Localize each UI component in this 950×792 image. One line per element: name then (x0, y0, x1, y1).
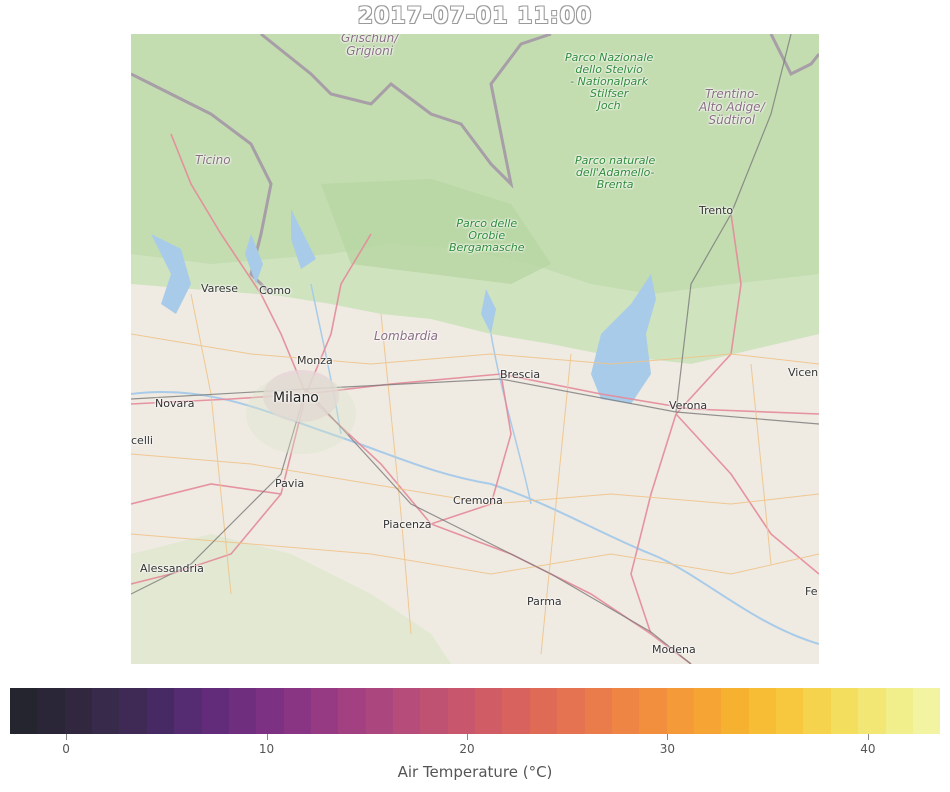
colorbar-tick (266, 734, 268, 740)
colorbar-segment (529, 688, 558, 734)
city-label-milano: Milano (273, 390, 319, 406)
colorbar-tick-label: 40 (860, 742, 876, 756)
city-label-cremona: Cremona (453, 494, 503, 507)
colorbar-tick-label: 0 (62, 742, 70, 756)
city-label-brescia: Brescia (500, 368, 541, 381)
colorbar-tick-label: 30 (659, 742, 676, 756)
colorbar-label: Air Temperature (°C) (397, 763, 553, 781)
city-label-modena: Modena (652, 643, 696, 656)
city-label-ferrara: Fe (805, 585, 818, 598)
city-label-como: Como (259, 284, 291, 297)
colorbar-segment (174, 688, 202, 734)
colorbar-tick (867, 734, 869, 740)
city-label-piacenza: Piacenza (383, 518, 432, 531)
colorbar-segment (557, 688, 585, 734)
colorbar-segment (748, 688, 777, 734)
city-label-varese: Varese (201, 282, 238, 295)
colorbar-segment (146, 688, 175, 734)
region-label-trentino: Trentino- Alto Adige/ Südtirol (699, 87, 765, 127)
colorbar-tick (466, 734, 468, 740)
colorbar-segment (92, 688, 120, 734)
colorbar-segment (365, 688, 394, 734)
city-label-pavia: Pavia (275, 477, 305, 490)
colorbar-segment (693, 688, 722, 734)
colorbar-segment (228, 688, 257, 734)
colorbar-segment (119, 688, 147, 734)
colorbar-segment (666, 688, 694, 734)
colorbar-segment (310, 688, 339, 734)
colorbar (10, 688, 941, 734)
colorbar-tick (66, 734, 68, 740)
city-label-novara: Novara (155, 397, 195, 410)
city-label-parma: Parma (527, 595, 562, 608)
colorbar-segment (885, 688, 913, 734)
colorbar-segment (475, 688, 503, 734)
city-label-verona: Verona (669, 399, 708, 412)
colorbar-segment (830, 688, 859, 734)
colorbar-tick (667, 734, 669, 740)
colorbar-segment (584, 688, 612, 734)
city-label-trento: Trento (699, 204, 734, 217)
city-label-monza: Monza (297, 354, 333, 367)
colorbar-segment (201, 688, 229, 734)
colorbar-segment (858, 688, 886, 734)
region-label-grigioni: Grischun/ Grigioni (341, 34, 399, 58)
colorbar-segment (721, 688, 749, 734)
colorbar-tick-label: 20 (459, 742, 475, 756)
colorbar-segment (256, 688, 284, 734)
colorbar-segment (502, 688, 530, 734)
region-label-ticino: Ticino (195, 153, 231, 167)
park-label-orobie: Parco delle Orobie Bergamasche (449, 217, 525, 254)
colorbar-segment (803, 688, 831, 734)
colorbar-segment (611, 688, 640, 734)
colorbar-segment (420, 688, 448, 734)
colorbar-segment (338, 688, 366, 734)
colorbar-segment (393, 688, 421, 734)
basemap[interactable]: Varese Como Monza Milano Novara celli Pa… (131, 34, 819, 664)
park-label-stelvio: Parco Nazionale dello Stelvio - National… (565, 51, 654, 112)
city-label-vicenza: Vicen (788, 366, 819, 379)
colorbar-segment (37, 688, 65, 734)
region-label-lombardia: Lombardia (374, 329, 438, 343)
city-label-vercelli: celli (131, 434, 153, 447)
colorbar-tick-label: 10 (258, 742, 275, 756)
basemap-terrain (131, 34, 819, 664)
colorbar-segment (447, 688, 476, 734)
colorbar-segment (912, 688, 941, 734)
colorbar-segment (776, 688, 804, 734)
colorbar-segment (283, 688, 311, 734)
park-label-adamello: Parco naturale dell'Adamello- Brenta (575, 154, 656, 191)
map-title: 2017-07-01 11:00 (357, 4, 593, 29)
colorbar-segment (64, 688, 93, 734)
colorbar-segment (10, 688, 38, 734)
city-label-alessandria: Alessandria (140, 562, 204, 575)
colorbar-segment (639, 688, 667, 734)
